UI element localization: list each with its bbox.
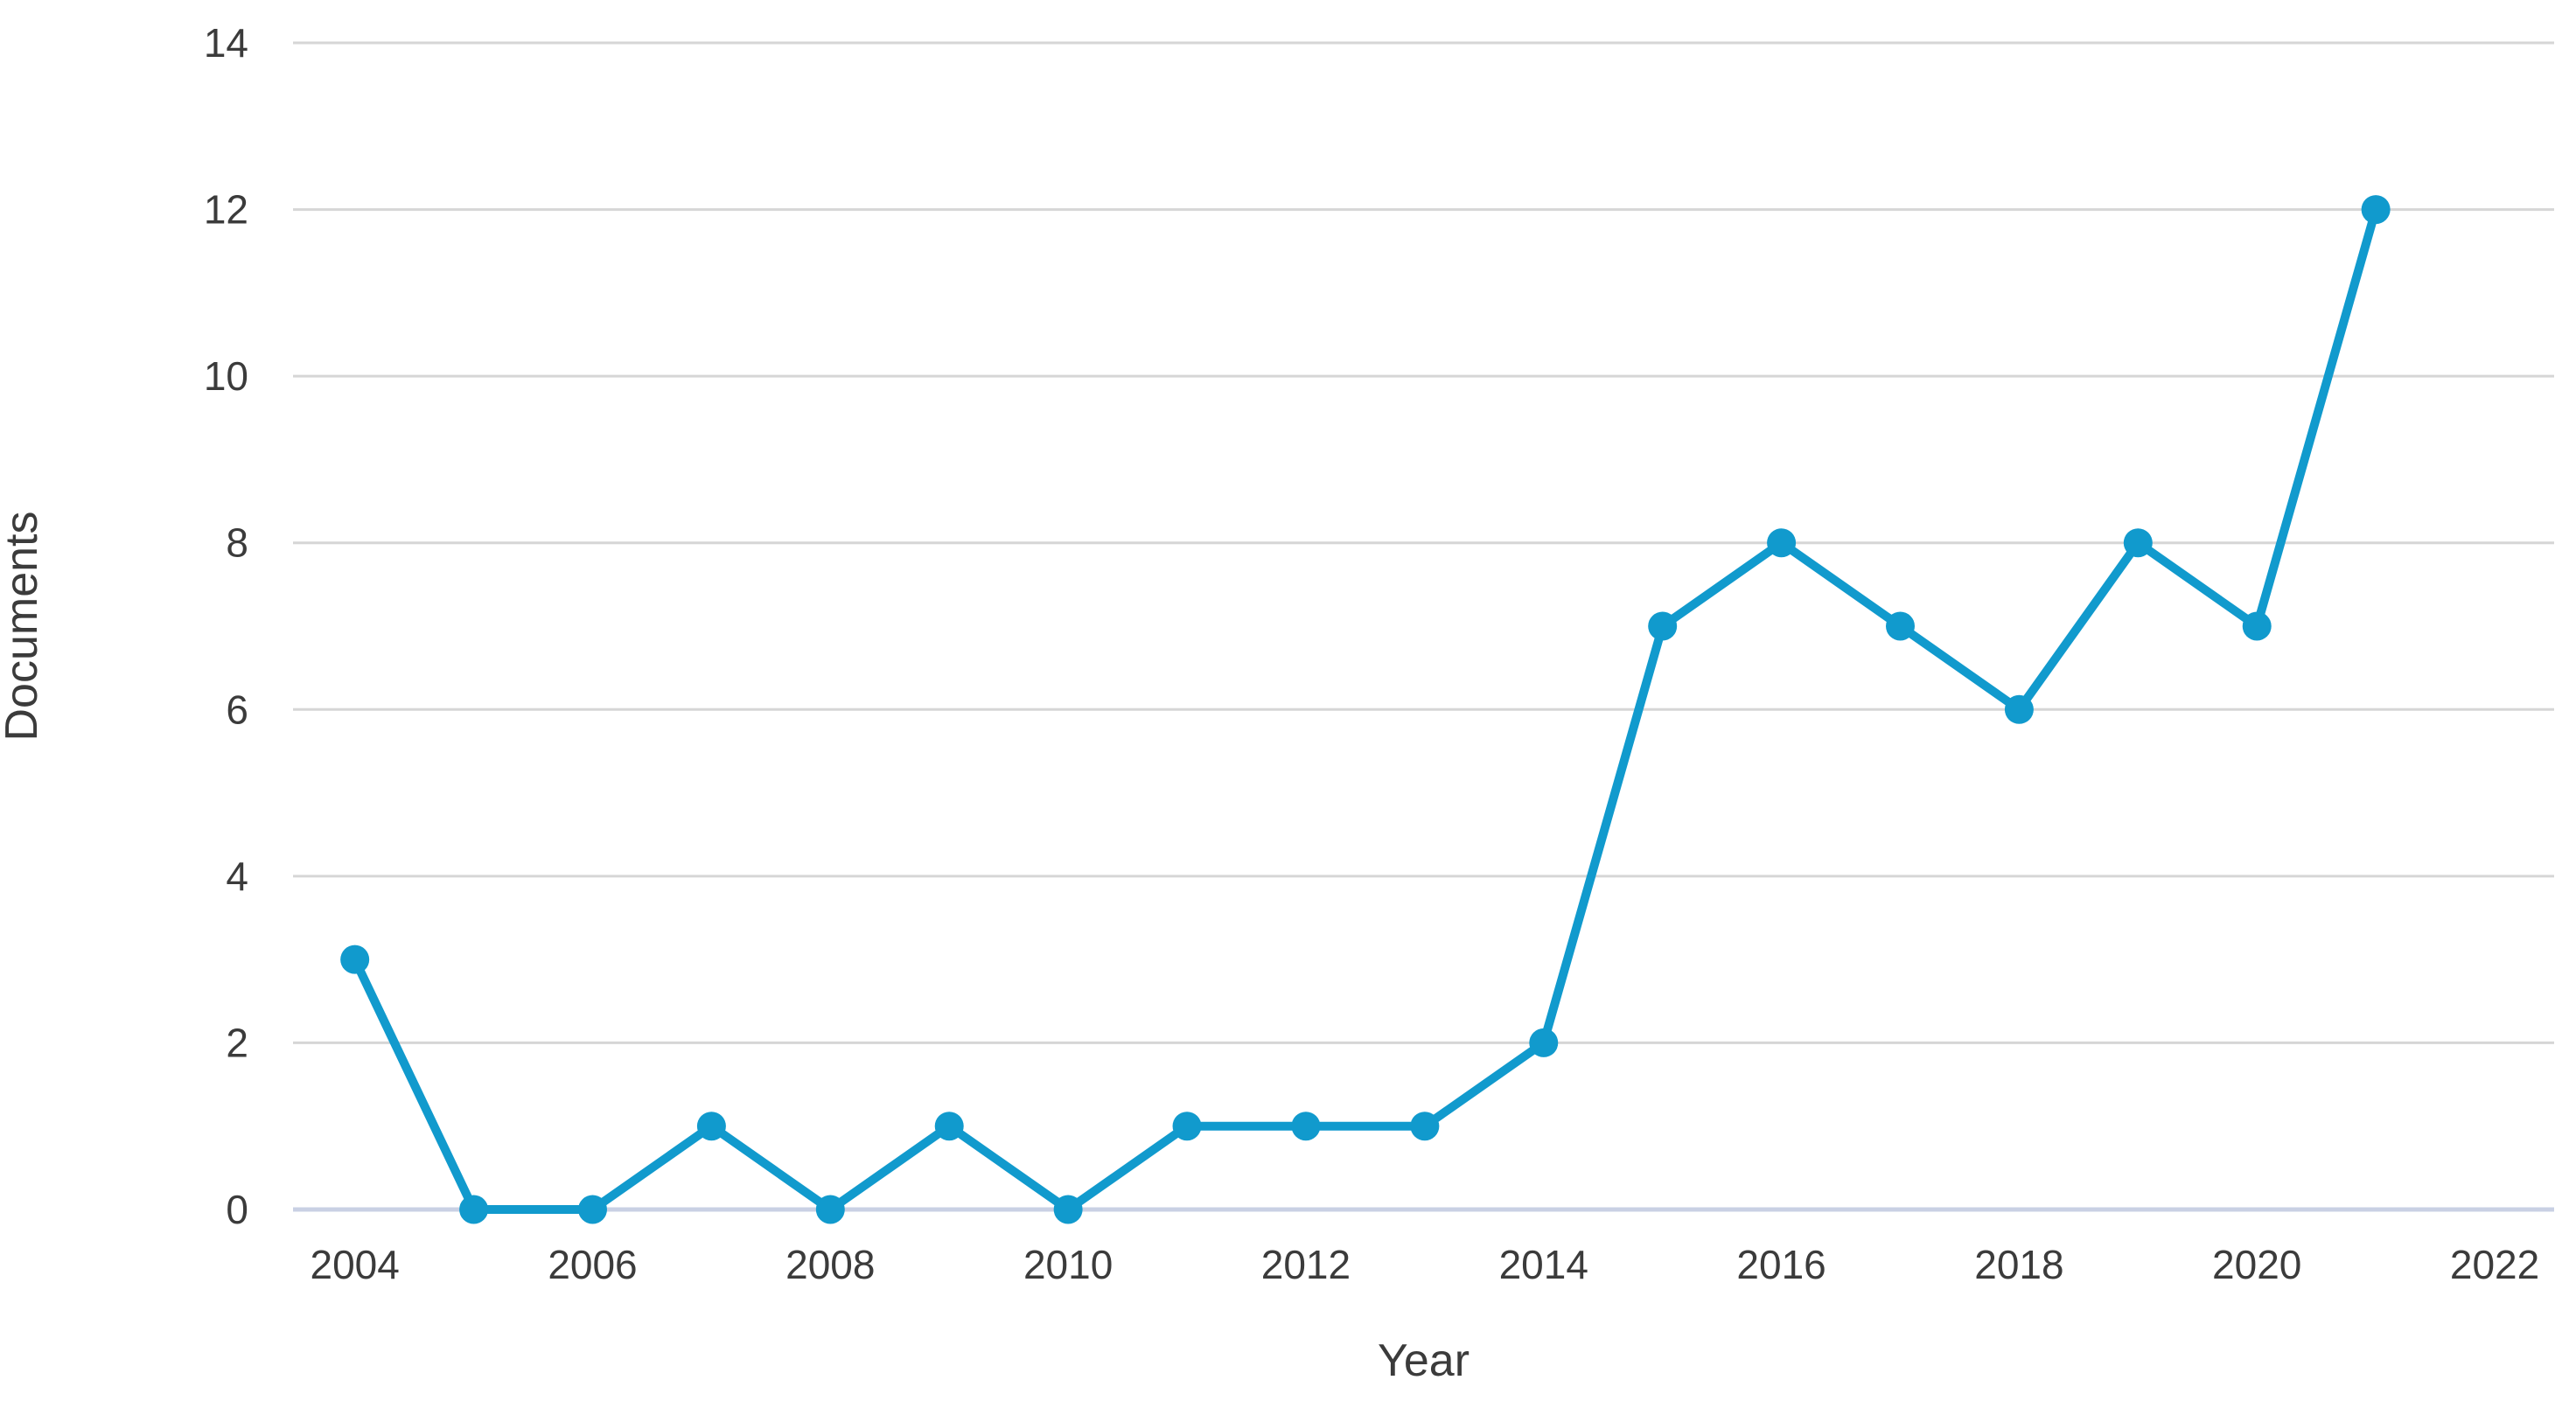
series-line-documents	[350, 205, 2381, 1214]
data-point-2010	[1053, 1195, 1083, 1224]
x-tick-label-2018: 2018	[1974, 1242, 2063, 1287]
x-tick-label-2010: 2010	[1023, 1242, 1113, 1287]
x-tick-label-2012: 2012	[1261, 1242, 1351, 1287]
y-tick-label-10: 10	[204, 353, 248, 399]
y-tick-label-0: 0	[226, 1187, 248, 1232]
y-axis-title: Documents	[0, 512, 47, 742]
data-point-2011	[1172, 1112, 1202, 1141]
data-point-2006	[577, 1195, 607, 1224]
x-tick-label-2022: 2022	[2450, 1242, 2539, 1287]
y-tick-label-6: 6	[226, 687, 248, 732]
data-point-2016	[1767, 528, 1797, 558]
y-tick-label-14: 14	[204, 20, 248, 66]
y-tick-label-12: 12	[204, 187, 248, 233]
data-point-2009	[934, 1112, 964, 1141]
x-tick-label-2016: 2016	[1736, 1242, 1826, 1287]
x-tick-label-2008: 2008	[785, 1242, 875, 1287]
data-point-2008	[815, 1195, 845, 1224]
data-point-2004	[340, 944, 370, 974]
data-point-2005	[459, 1195, 489, 1224]
data-point-2020	[2242, 611, 2272, 641]
data-point-2015	[1648, 611, 1678, 641]
x-tick-label-2014: 2014	[1499, 1242, 1588, 1287]
data-point-2021	[2361, 195, 2391, 225]
x-tick-label-2004: 2004	[311, 1242, 400, 1287]
x-tick-label-2006: 2006	[548, 1242, 637, 1287]
y-tick-label-4: 4	[226, 854, 248, 899]
data-point-2018	[2004, 694, 2034, 724]
data-point-2007	[696, 1112, 726, 1141]
data-point-2019	[2123, 528, 2153, 558]
data-point-2014	[1529, 1028, 1559, 1057]
data-point-2013	[1410, 1112, 1440, 1141]
data-point-2017	[1885, 611, 1915, 641]
data-point-2012	[1291, 1112, 1321, 1141]
x-tick-label-2020: 2020	[2212, 1242, 2301, 1287]
y-tick-label-2: 2	[226, 1020, 248, 1065]
x-axis-title: Year	[1378, 1335, 1470, 1386]
y-tick-label-8: 8	[226, 520, 248, 566]
